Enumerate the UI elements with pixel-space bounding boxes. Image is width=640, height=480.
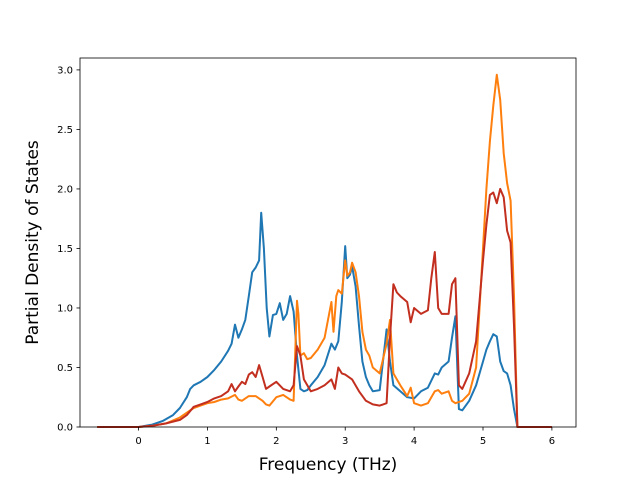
series-layer <box>97 73 552 428</box>
y-tick-label: 0.0 <box>57 423 73 434</box>
x-tick-label: 5 <box>480 436 486 447</box>
x-tick-label: 1 <box>204 436 210 447</box>
y-tick-label: 1.5 <box>57 244 73 255</box>
x-tick-label: 4 <box>411 436 417 447</box>
plot-frame <box>79 57 577 428</box>
y-tick-label: 0.5 <box>57 363 73 374</box>
x-tick-label: 3 <box>342 436 348 447</box>
y-axis-ticks: 0.0 0.5 1.0 1.5 2.0 2.5 3.0 <box>57 65 80 434</box>
y-tick-label: 2.0 <box>57 184 73 195</box>
series-line-2 <box>97 73 552 428</box>
series-line-3 <box>97 187 552 428</box>
x-tick-label: 6 <box>549 436 555 447</box>
y-tick-label: 1.0 <box>57 303 73 314</box>
series-line-1 <box>97 211 552 428</box>
y-tick-label: 2.5 <box>57 125 73 136</box>
y-tick-label: 3.0 <box>57 65 73 76</box>
x-tick-label: 2 <box>273 436 279 447</box>
x-axis-label: Frequency (THz) <box>259 455 398 475</box>
x-axis-ticks: 0 1 2 3 4 5 6 <box>135 427 555 447</box>
x-tick-label: 0 <box>135 436 141 447</box>
y-axis-label: Partial Density of States <box>23 140 43 345</box>
